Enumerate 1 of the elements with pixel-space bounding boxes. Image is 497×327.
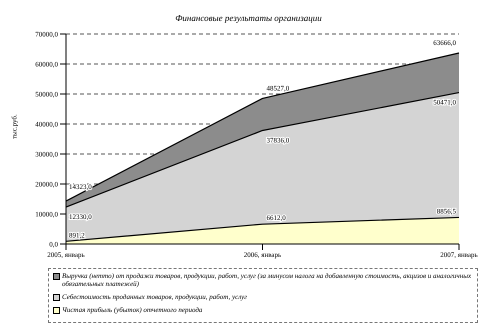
- chart-title: Финансовые результаты организации: [174, 12, 323, 25]
